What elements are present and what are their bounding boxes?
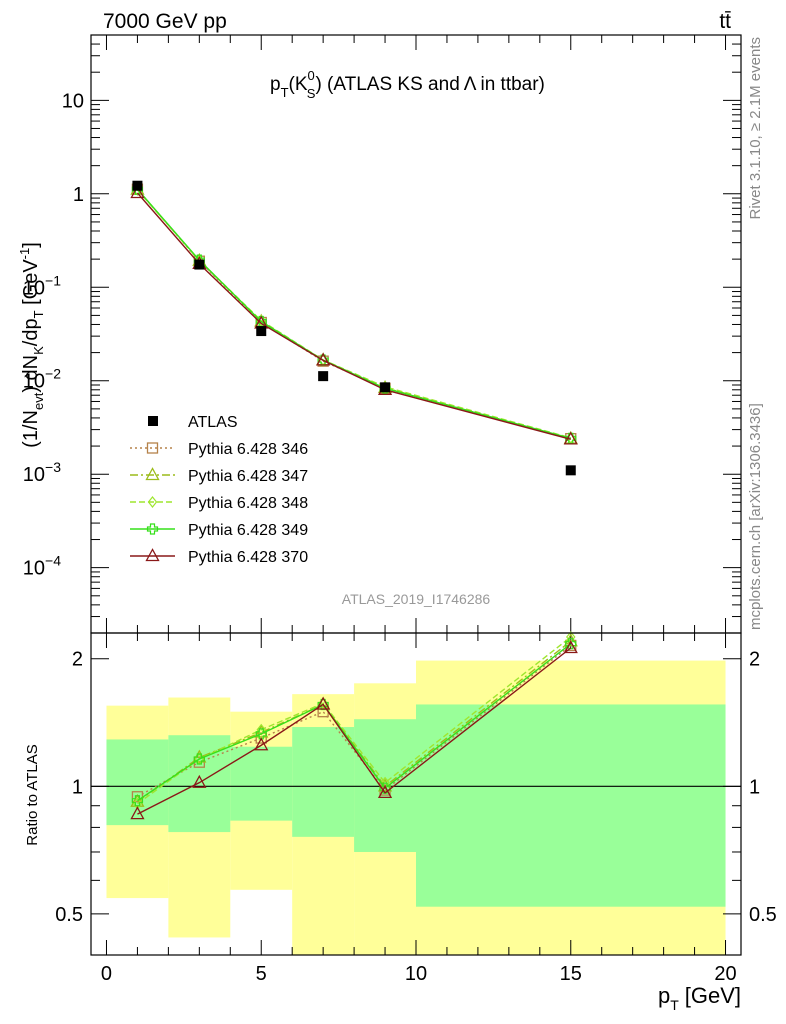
x-tick-label: 5 xyxy=(256,963,267,985)
energy-label: 7000 GeV pp xyxy=(103,10,227,33)
ratio-series-5-point xyxy=(254,737,269,751)
ratio-ticks xyxy=(91,633,741,956)
ratio-y-tick-label: 1 xyxy=(72,776,83,798)
legend-marker xyxy=(146,442,159,454)
ratio-series-5-point xyxy=(316,696,331,710)
legend-label: Pythia 6.428 346 xyxy=(188,441,308,458)
ratio-series-line-5 xyxy=(137,647,572,815)
analysis-watermark: ATLAS_2019_I1746286 xyxy=(342,591,491,607)
legend-marker xyxy=(147,496,158,508)
ratio-y-tick-label-right: 2 xyxy=(749,649,760,671)
x-tick-label: 0 xyxy=(101,963,112,985)
y-tick-label: 10−2 xyxy=(23,366,61,393)
ratio-series-4-point xyxy=(565,638,577,650)
ratio-panel: 0.5 0.51 12 20 5 10 15 20 Ratio to ATLAS pT [GeV… xyxy=(24,631,777,1013)
ratio-series-5-point xyxy=(563,640,578,654)
legend-label: Pythia 6.428 347 xyxy=(188,468,308,485)
x-tick-label: 15 xyxy=(560,963,582,985)
ratio-frame xyxy=(90,632,742,956)
ratio-series-4-point xyxy=(193,753,205,765)
ratio-y-tick-label: 2 xyxy=(72,649,83,671)
series-5-point xyxy=(130,185,145,199)
x-axis-label: pT [GeV] xyxy=(658,983,741,1013)
process-label: tt̄ xyxy=(719,10,731,33)
y-tick-label: 10−3 xyxy=(23,459,61,486)
data-point xyxy=(318,371,329,382)
data-point xyxy=(194,259,205,270)
ratio-series-3-point xyxy=(256,723,267,736)
series-line-5 xyxy=(136,192,571,441)
ratio-series-4-point xyxy=(131,795,144,807)
ratio-series-1-point xyxy=(255,732,267,744)
ratio-tick-labels: 0.5 0.51 12 20 5 10 15 20 xyxy=(55,649,777,985)
stat-uncertainty-band xyxy=(292,727,355,837)
y-tick-label: 10−1 xyxy=(23,272,61,299)
ratio-y-tick-label-right: 0.5 xyxy=(749,904,777,926)
ratio-series-line-4 xyxy=(137,643,572,802)
stat-uncertainty-band xyxy=(106,739,169,826)
stat-uncertainty-band xyxy=(230,746,293,821)
stat-uncertainty-band xyxy=(416,704,726,907)
data-point xyxy=(380,382,391,393)
legend-label: Pythia 6.428 349 xyxy=(188,522,308,539)
y-tick-label: 10 xyxy=(62,90,84,112)
legend-marker xyxy=(145,467,160,481)
source-label: mcplots.cern.ch [arXiv:1306.3436] xyxy=(747,403,764,630)
ratio-series-5-point xyxy=(130,806,145,820)
series-5-point xyxy=(563,431,578,445)
ratio-series-5-point xyxy=(377,785,393,799)
legend-label: Pythia 6.428 370 xyxy=(188,549,308,566)
data-point xyxy=(132,180,143,191)
ratio-y-tick-label: 0.5 xyxy=(55,904,83,926)
legend-label: Pythia 6.428 348 xyxy=(188,495,308,512)
legend-data-marker xyxy=(148,416,158,426)
main-ticks xyxy=(91,34,741,634)
data-point xyxy=(256,326,267,337)
legend-marker xyxy=(146,523,159,535)
uncertainty-bands xyxy=(106,660,726,955)
legend: ATLAS Pythia 6.428 346 Pythia 6.428 347 Pyt… xyxy=(130,414,308,566)
data-point xyxy=(565,465,576,476)
series-5-point xyxy=(316,352,331,366)
y-tick-label: 10−4 xyxy=(23,553,61,580)
x-tick-label: 10 xyxy=(405,963,427,985)
main-panel: 10 1 10−1 10−2 10−3 10−4 pT(K0 S) (ATLAS KS an… xyxy=(17,34,742,634)
ratio-y-tick-label-right: 1 xyxy=(749,776,760,798)
rivet-version-label: Rivet 3.1.10, ≥ 2.1M events xyxy=(747,37,764,220)
ratio-curves xyxy=(130,631,578,820)
series-line-4 xyxy=(136,188,571,440)
legend-label: ATLAS xyxy=(188,414,238,431)
x-tick-label: 20 xyxy=(714,963,736,985)
y-axis-label: (1/Nevt) dNK/dpT [GeV-1] xyxy=(17,242,46,448)
legend-marker xyxy=(145,548,160,562)
data-points xyxy=(132,180,576,476)
main-y-tick-labels: 10 1 10−1 10−2 10−3 10−4 xyxy=(23,90,84,579)
ratio-y-axis-label: Ratio to ATLAS xyxy=(24,744,41,845)
y-tick-label: 1 xyxy=(73,184,84,206)
ratio-series-5-point xyxy=(192,774,207,788)
ratio-series-4-point xyxy=(255,728,267,740)
